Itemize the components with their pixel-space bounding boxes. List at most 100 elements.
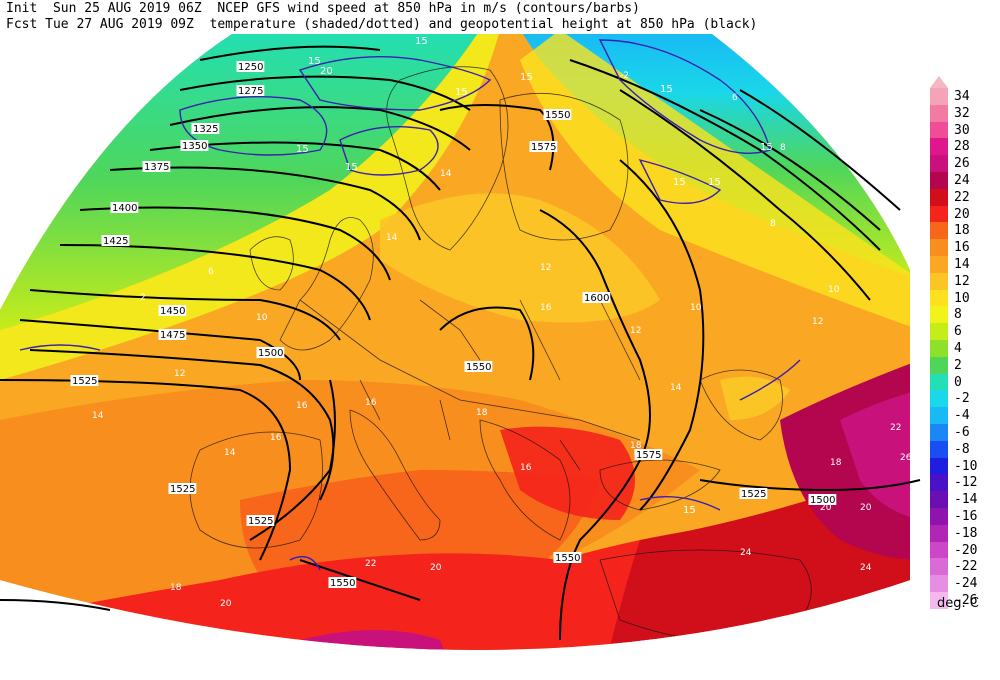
colorbar-swatch (930, 491, 948, 508)
temperature-label: 2 (140, 293, 146, 303)
colorbar-swatch (930, 104, 948, 122)
height-label: 1575 (531, 142, 556, 153)
wind-label: 15 (308, 56, 321, 67)
height-label-bg (246, 515, 275, 526)
colorbar-swatch (930, 88, 948, 105)
temperature-label: 8 (780, 143, 786, 153)
height-label-bg (634, 449, 663, 460)
height-label-group: 1250 1275 1325 1350 1375 1400 1425 1450 1475 1500… (70, 61, 837, 589)
colorbar-level: -10 (930, 457, 1000, 475)
height-label-bg (158, 329, 187, 340)
colorbar-label: -14 (954, 492, 978, 508)
colorbar-swatch (930, 592, 948, 609)
colorbar-label: 20 (954, 206, 970, 222)
wind-label: 15 (345, 162, 358, 173)
colorbar-swatch (930, 575, 948, 592)
height-label: 1550 (330, 578, 355, 589)
temperature-shading (0, 34, 910, 650)
colorbar-label: 4 (954, 341, 962, 356)
wind-label: 15 (455, 87, 468, 98)
temperature-label: 14 (440, 169, 452, 179)
colorbar-label: -2 (954, 391, 970, 407)
colorbar-level: 18 (930, 222, 1000, 240)
colorbar-swatch (930, 239, 948, 256)
colorbar-swatch (930, 323, 948, 340)
height-label-bg (110, 202, 139, 213)
colorbar-level: -16 (930, 508, 1000, 525)
colorbar-swatch (930, 256, 948, 273)
height-label: 1575 (636, 450, 661, 461)
colorbar-label: 34 (954, 89, 970, 104)
wind-label: 15 (296, 144, 309, 155)
height-label-bg (808, 494, 837, 505)
colorbar-level: -4 (930, 407, 1000, 424)
height-label-bg (191, 123, 220, 134)
colorbar-swatch (930, 373, 948, 391)
colorbar-swatch (930, 407, 948, 424)
colorbar-label: -16 (954, 509, 978, 524)
colorbar-level: 10 (930, 289, 1000, 307)
temperature-label: 16 (365, 398, 377, 408)
header-line-init: Init Sun 25 AUG 2019 06Z NCEP GFS wind s… (6, 1, 640, 16)
colorbar-label: -4 (954, 408, 970, 424)
colorbar-level: 6 (930, 323, 1000, 340)
colorbar-swatch (930, 541, 948, 559)
wind-label: 15 (415, 36, 428, 47)
temperature-label: 12 (812, 317, 823, 327)
colorbar-label: -18 (954, 525, 978, 541)
temperature-label: 14 (670, 383, 682, 393)
colorbar-level: 4 (930, 340, 1000, 357)
colorbar-label: -6 (954, 425, 970, 440)
colorbar-swatch (930, 474, 948, 492)
colorbar-level: -22 (930, 558, 1000, 576)
colorbar-arrow-icon (930, 76, 948, 88)
colorbar-swatch (930, 356, 948, 374)
temperature-label: 26 (900, 453, 912, 463)
height-label-bg (168, 483, 197, 494)
height-label: 1500 (810, 495, 835, 506)
colorbar-swatch (930, 138, 948, 156)
temperature-label: 16 (520, 463, 532, 473)
height-label-bg (236, 85, 265, 96)
temperature-label: 12 (540, 263, 551, 273)
colorbar-level: -18 (930, 524, 1000, 542)
colorbar-swatch (930, 172, 948, 189)
colorbar-swatch (930, 508, 948, 525)
temperature-label: 14 (386, 233, 398, 243)
temperature-label: 24 (740, 548, 752, 558)
height-label-bg (529, 141, 558, 152)
colorbar-label: 16 (954, 240, 970, 256)
temperature-label: 8 (770, 219, 776, 229)
colorbar-label: 14 (954, 257, 970, 272)
height-label: 1500 (258, 348, 283, 359)
height-label: 1375 (144, 162, 169, 173)
wind-label: 20 (320, 66, 333, 77)
height-label: 1525 (170, 484, 195, 495)
colorbar-level: -8 (930, 440, 1000, 458)
wind-label: 15 (683, 505, 696, 516)
colorbar-label: -24 (954, 576, 978, 592)
wind-speed-contours (19, 39, 801, 571)
colorbar-level: -20 (930, 541, 1000, 559)
temperature-label: 18 (476, 408, 488, 418)
colorbar-label: -26 (954, 593, 978, 608)
colorbar-level: -26 (930, 592, 1000, 609)
temperature-label: 10 (690, 303, 702, 313)
colorbar-label: 22 (954, 189, 970, 205)
colorbar-swatch (930, 558, 948, 576)
height-label: 1550 (555, 553, 580, 564)
colorbar-level: 26 (930, 155, 1000, 172)
temperature-label: 12 (630, 326, 641, 336)
height-label: 1425 (103, 236, 128, 247)
colorbar-swatch (930, 205, 948, 223)
colorbar-label: 8 (954, 307, 962, 323)
colorbar-label: 26 (954, 156, 970, 172)
colorbar-level: 32 (930, 104, 1000, 122)
colorbar-swatch (930, 155, 948, 172)
height-label-bg (70, 375, 99, 386)
colorbar-label: -12 (954, 475, 978, 491)
colorbar-label: 0 (954, 374, 962, 390)
temperature-label: 18 (170, 583, 182, 593)
wind-label: 15 (660, 84, 673, 95)
